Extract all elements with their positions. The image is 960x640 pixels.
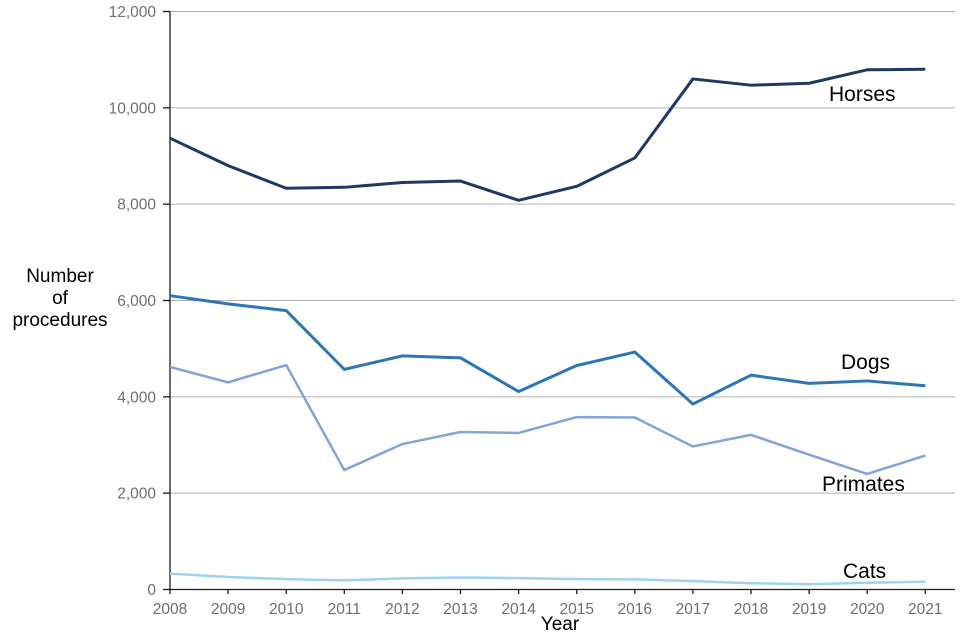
- y-axis-title-line: of: [52, 288, 68, 309]
- x-tick-label: 2018: [734, 601, 768, 618]
- series-line-horses: [169, 67, 926, 202]
- x-tick-label: 2019: [792, 601, 826, 618]
- x-tick-label: 2012: [385, 601, 419, 618]
- series-label-dogs: Dogs: [841, 351, 890, 374]
- y-tick-label: 4,000: [117, 389, 156, 406]
- x-axis-title: Year: [540, 614, 580, 635]
- x-tick-label: 2010: [269, 601, 304, 618]
- x-tick-label: 2011: [328, 601, 361, 618]
- x-tick-label: 2008: [153, 601, 187, 618]
- series-line-cats: [169, 572, 926, 586]
- x-tick-label: 2013: [443, 601, 477, 618]
- y-tick-label: 12,000: [109, 4, 157, 21]
- chart-text: 0 2,000 4,000 6,000 8,000 10,000 12,000 2008 200…: [109, 4, 943, 618]
- y-tick-label: 10,000: [109, 100, 157, 117]
- y-tick-label: 8,000: [117, 197, 156, 214]
- x-tick-label: 2015: [559, 601, 593, 618]
- x-tick-label: 2009: [211, 601, 245, 618]
- series-line-primates: [169, 363, 926, 476]
- y-axis-title: Number of procedures: [4, 266, 116, 332]
- gridlines: [170, 11, 955, 494]
- x-tick-label: 2021: [908, 601, 942, 618]
- series-lines: [169, 67, 926, 586]
- series-line-dogs: [169, 294, 926, 406]
- x-tick-label: 2020: [850, 601, 885, 618]
- y-axis-title-line: Number: [26, 266, 94, 287]
- y-tick-label: 6,000: [117, 293, 156, 310]
- y-axis-title-line: procedures: [12, 310, 108, 331]
- series-label-primates: Primates: [822, 473, 905, 496]
- y-tick-label: 2,000: [117, 486, 156, 503]
- x-tick-label: 2017: [676, 601, 710, 618]
- y-tick-label: 0: [147, 582, 156, 599]
- axes: [163, 10, 955, 594]
- series-label-horses: Horses: [829, 83, 896, 106]
- series-label-cats: Cats: [843, 560, 886, 583]
- x-tick-label: 2014: [501, 601, 536, 618]
- x-tick-label: 2016: [618, 601, 652, 618]
